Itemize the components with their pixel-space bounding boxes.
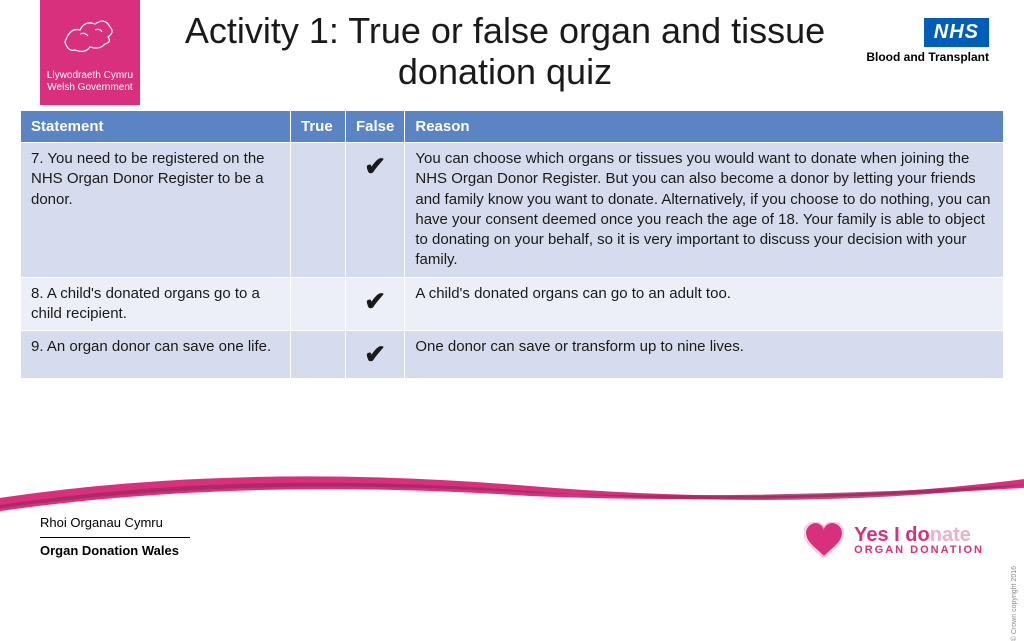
page-title: Activity 1: True or false organ and tiss… (170, 10, 840, 93)
footer-org-cy: Rhoi Organau Cymru (40, 515, 190, 534)
cell-false: ✔ (346, 331, 405, 379)
welsh-gov-label-cy: Llywodraeth Cymru (46, 70, 134, 82)
cell-false: ✔ (346, 143, 405, 278)
footer-org-en: Organ Donation Wales (40, 541, 190, 558)
col-header-true: True (291, 111, 346, 143)
cell-true (291, 277, 346, 331)
welsh-gov-badge: Llywodraeth Cymru Welsh Government (40, 0, 140, 105)
cell-reason: You can choose which organs or tissues y… (405, 143, 1004, 278)
cell-false: ✔ (346, 277, 405, 331)
cell-true (291, 331, 346, 379)
yes-i-donate-logo: Yes I donate ORGAN DONATION (854, 525, 984, 556)
cell-statement: 7. You need to be registered on the NHS … (21, 143, 291, 278)
yesido-part-b: nate (930, 524, 971, 546)
yesido-sub: ORGAN DONATION (854, 545, 984, 556)
nhs-logo: NHS (924, 18, 989, 47)
footer-left: Rhoi Organau Cymru Organ Donation Wales (40, 515, 190, 558)
dragon-icon (60, 12, 120, 57)
table-row: 8. A child's donated organs go to a chil… (21, 277, 1004, 331)
nhs-subtitle: Blood and Transplant (866, 50, 989, 64)
cell-reason: A child's donated organs can go to an ad… (405, 277, 1004, 331)
col-header-reason: Reason (405, 111, 1004, 143)
table-header-row: Statement True False Reason (21, 111, 1004, 143)
heart-icon (804, 522, 844, 558)
table-row: 7. You need to be registered on the NHS … (21, 143, 1004, 278)
footer-right: Yes I donate ORGAN DONATION (804, 522, 984, 558)
welsh-gov-label-en: Welsh Government (46, 82, 134, 94)
table-row: 9. An organ donor can save one life. ✔ O… (21, 331, 1004, 379)
cell-reason: One donor can save or transform up to ni… (405, 331, 1004, 379)
col-header-false: False (346, 111, 405, 143)
cell-true (291, 143, 346, 278)
col-header-statement: Statement (21, 111, 291, 143)
yesido-part-a: Yes I do (854, 524, 930, 546)
cell-statement: 9. An organ donor can save one life. (21, 331, 291, 379)
footer-divider (40, 537, 190, 538)
nhs-branding: NHS Blood and Transplant (866, 18, 989, 64)
quiz-table: Statement True False Reason 7. You need … (20, 110, 1004, 379)
copyright-text: © Crown copyright 2016 (1011, 566, 1018, 641)
cell-statement: 8. A child's donated organs go to a chil… (21, 277, 291, 331)
